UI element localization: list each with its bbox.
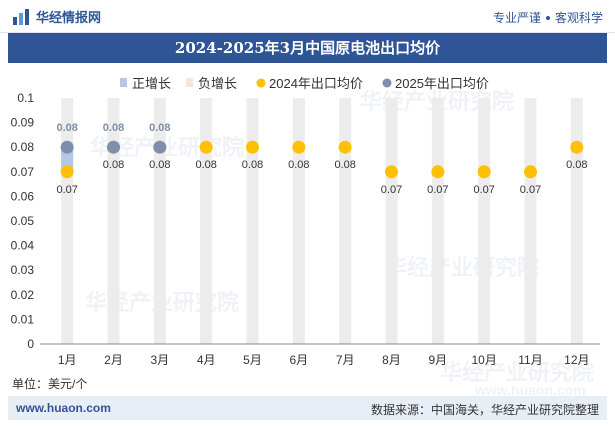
point-2024 <box>477 165 491 179</box>
background-bar <box>292 98 305 344</box>
legend-label: 正增长 <box>132 76 171 91</box>
data-label-2024: 0.07 <box>473 184 494 196</box>
legend-swatch <box>120 78 127 87</box>
data-label-2025: 0.08 <box>56 122 77 134</box>
brand-name: 华经情报网 <box>36 10 102 25</box>
point-2024 <box>292 140 306 154</box>
chart-area: 正增长 负增长 2024年出口均价 2025年出口均价 0 0.01 0.02 0.03 0.0… <box>11 76 600 367</box>
y-tick-label: 0.04 <box>11 239 35 253</box>
legend-label: 2025年出口均价 <box>395 76 489 91</box>
x-tick-label: 5月 <box>243 353 262 367</box>
point-2024 <box>385 165 398 179</box>
footer-source: 数据来源：中国海关，华经产业研究院整理 <box>370 403 599 417</box>
data-label-2024: 0.08 <box>195 159 216 171</box>
background-bar <box>478 98 491 344</box>
point-2024 <box>338 140 352 154</box>
x-tick-label: 4月 <box>197 353 216 367</box>
y-tick-label: 0.05 <box>11 214 35 228</box>
data-label-2024: 0.08 <box>288 159 309 171</box>
data-label-2024: 0.07 <box>520 184 541 196</box>
background-bar <box>153 98 166 344</box>
y-tick-label: 0.09 <box>11 116 35 130</box>
y-tick-label: 0.07 <box>11 165 35 179</box>
top-header: 华经情报网 专业严谨 客观科学 <box>0 0 615 33</box>
data-label-2024: 0.08 <box>334 159 355 171</box>
point-2024 <box>524 165 537 179</box>
data-label-2024: 0.07 <box>381 184 402 196</box>
data-label-2025: 0.08 <box>149 122 170 134</box>
data-label-2024: 0.08 <box>149 159 170 171</box>
legend-swatch <box>256 78 266 88</box>
footer: www.huaon.com 数据来源：中国海关，华经产业研究院整理 <box>8 396 607 420</box>
data-label-2024: 0.07 <box>427 184 448 196</box>
footer-url[interactable]: www.huaon.com <box>16 401 111 415</box>
x-tick-label: 8月 <box>382 353 401 367</box>
legend-swatch <box>186 78 193 87</box>
slogan: 专业严谨 客观科学 <box>493 9 603 26</box>
x-tick-label: 7月 <box>336 353 355 367</box>
x-tick-label: 11月 <box>518 353 542 367</box>
slogan-left: 专业严谨 <box>492 11 541 25</box>
x-tick-label: 3月 <box>150 353 169 367</box>
point-2024 <box>199 140 213 154</box>
y-tick-label: 0 <box>27 337 34 351</box>
chart-title: 2024-2025年3月中国原电池出口均价 <box>8 33 607 63</box>
y-tick-label: 0.02 <box>11 288 35 302</box>
data-label-2024: 0.08 <box>103 159 124 171</box>
background-bar <box>246 98 259 344</box>
data-label-2025: 0.08 <box>103 122 124 134</box>
point-2024 <box>60 165 74 179</box>
point-2025 <box>60 140 74 154</box>
separator-dot-icon <box>545 15 550 20</box>
point-2025 <box>107 140 120 154</box>
slogan-right: 客观科学 <box>554 11 603 25</box>
data-label-2024: 0.07 <box>56 184 77 196</box>
background-bar <box>431 98 444 344</box>
unit-label: 单位：美元/个 <box>12 377 88 391</box>
y-tick-label: 0.01 <box>11 312 35 326</box>
legend-swatch <box>382 78 392 88</box>
brand[interactable]: 华经情报网 <box>12 7 101 26</box>
x-tick-label: 6月 <box>289 353 308 367</box>
background-bar <box>339 98 352 344</box>
background-bar <box>200 98 213 344</box>
x-tick-label: 12月 <box>564 353 589 367</box>
x-tick-label: 2月 <box>104 353 123 367</box>
background-bar <box>570 98 583 344</box>
point-2024 <box>246 140 259 154</box>
data-label-2024: 0.08 <box>566 159 587 171</box>
point-2024 <box>570 140 584 154</box>
y-tick-label: 0.03 <box>11 263 35 277</box>
x-tick-label: 1月 <box>58 353 77 367</box>
brand-logo-icon <box>12 8 30 26</box>
background-bar <box>107 98 120 344</box>
legend-label: 负增长 <box>198 76 237 91</box>
y-tick-label: 0.1 <box>17 91 34 105</box>
point-2025 <box>153 140 167 154</box>
x-tick-label: 10月 <box>471 353 496 367</box>
background-bar <box>524 98 537 344</box>
x-tick-label: 9月 <box>428 353 447 367</box>
data-label-2024: 0.08 <box>242 159 263 171</box>
y-tick-label: 0.06 <box>11 189 35 203</box>
growth-bar-positive <box>61 147 74 172</box>
background-bar <box>61 98 74 344</box>
point-2024 <box>431 165 445 179</box>
y-tick-label: 0.08 <box>11 140 35 154</box>
legend-label: 2024年出口均价 <box>269 76 363 91</box>
background-bar <box>385 98 398 344</box>
